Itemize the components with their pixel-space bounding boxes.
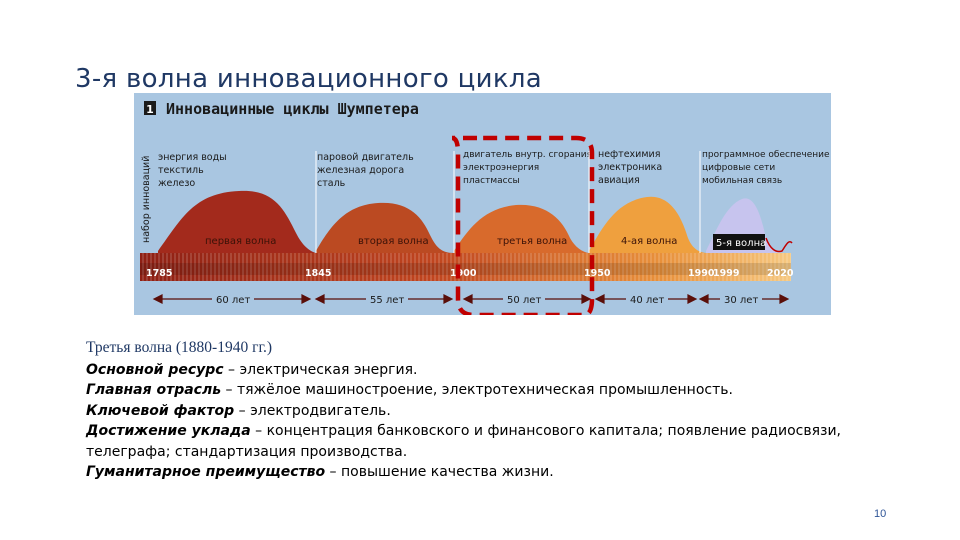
row-term: Ключевой фактор (86, 402, 235, 419)
wave-5-label-box (713, 234, 765, 250)
duration-label: 50 лет (507, 295, 541, 306)
wave-3-innovation: двигатель внутр. сгорания (463, 150, 592, 160)
figure-number-badge (144, 101, 156, 115)
wave-1-innovation: железо (158, 178, 195, 189)
svg-text:нефтехимия электроника: нефтехимия электроника авиация (598, 149, 665, 186)
duration-label: 40 лет (630, 295, 664, 306)
arrow-head (594, 294, 605, 304)
wave-4-label: 4-ая волна (621, 236, 677, 247)
wave-5-innovation: цифровые сети (702, 163, 775, 173)
year-label: 1999 (713, 268, 739, 279)
third-wave-highlight (451, 135, 595, 315)
wave-1-innovation: энергия воды (158, 152, 227, 163)
wave-2-innovation: железная дорога (317, 165, 404, 176)
wave-3-label: третья волна (497, 236, 567, 247)
row-text: – повышение качества жизни. (325, 464, 554, 480)
arrow-head (301, 294, 312, 304)
wave-3-innovation: пластмассы (463, 176, 520, 186)
arrow-head (779, 294, 790, 304)
wave-5-label: 5-я волна (716, 238, 766, 249)
wave-heading: Третья волна (1880-1940 гг.) (86, 339, 273, 356)
arrow-head (314, 294, 325, 304)
figure-number: 1 (146, 103, 154, 116)
wave-5-innovation: программное обеспечение (702, 150, 830, 160)
row-term: Главная отрасль (86, 382, 222, 398)
wave-1-label: первая волна (205, 236, 276, 247)
svg-text:двигатель внутр. сгорания: двигатель внутр. сгорания электроэнергия… (463, 150, 595, 186)
wave-2-innovation: сталь (317, 178, 346, 189)
year-label: 1785 (146, 268, 172, 279)
arrow-head (462, 294, 473, 304)
row-term: Достижение уклада (86, 423, 251, 439)
duration-label: 55 лет (370, 295, 404, 306)
row-term: Гуманитарное преимущество (86, 464, 326, 480)
arrow-head (152, 294, 163, 304)
year-label: 1845 (305, 268, 331, 279)
y-axis-label: набор инноваций (141, 156, 152, 243)
row-text: – концентрация банковского и финансового… (86, 423, 842, 460)
duration-label: 30 лет (724, 295, 758, 306)
figure-title: Инновацинные циклы Шумпетера (166, 100, 419, 118)
arrow-head (698, 294, 709, 304)
description-row: Гуманитарное преимущество – повышение ка… (86, 462, 886, 483)
innovation-cycles-figure: 1 Инновацинные циклы Шумпетера набор инн… (134, 93, 831, 315)
wave-4-innovation: электроника (598, 162, 662, 173)
svg-text:программное обеспечение: программное обеспечение цифровые сети мо… (702, 150, 831, 186)
row-text: – тяжёлое машиностроение, электротехниче… (221, 382, 733, 398)
page-number: 10 (874, 508, 887, 520)
svg-text:паровой двигатель железн: паровой двигатель железная дорога сталь (317, 152, 417, 189)
wave-3-innovation: электроэнергия (463, 163, 539, 173)
duration-label: 60 лет (216, 295, 250, 306)
wave-4-innovation: авиация (598, 175, 640, 186)
wave-3 (454, 204, 589, 253)
description-row: Основной ресурс – электрическая энергия. (86, 360, 886, 381)
description-row: Главная отрасль – тяжёлое машиностроение… (86, 380, 886, 401)
year-label: 1900 (450, 268, 477, 279)
wave-1 (158, 190, 316, 253)
row-text: – электродвигатель. (234, 402, 391, 419)
row-text: – электрическая энергия. (223, 361, 418, 378)
slide-title: 3-я волна инновационного цикла (75, 64, 543, 94)
wave-2-innovation: паровой двигатель (317, 152, 414, 163)
wave-4-innovation: нефтехимия (598, 149, 660, 160)
svg-text:энергия воды текстиль: энергия воды текстиль железо (158, 152, 230, 189)
wave-2-label: вторая волна (358, 236, 429, 247)
description-row: Достижение уклада – концентрация банковс… (86, 421, 886, 462)
arrow-head (687, 294, 698, 304)
timeline-band (140, 263, 791, 275)
year-label: 2020 (767, 268, 794, 279)
description-row: Ключевой фактор – электродвигатель. (86, 401, 886, 422)
wave-5-innovation: мобильная связь (702, 176, 782, 186)
arrow-head (581, 294, 592, 304)
wave-1-innovation: текстиль (158, 165, 204, 176)
third-wave-description: Третья волна (1880-1940 гг.) Основной ре… (86, 338, 886, 483)
arrow-head (443, 294, 454, 304)
year-label: 1950 (584, 268, 611, 279)
timeline-stripes (140, 253, 791, 281)
wave-4 (589, 196, 706, 253)
future-trend (765, 237, 793, 253)
year-label: 1990 (688, 268, 715, 279)
row-term: Основной ресурс (86, 361, 224, 378)
wave-2 (316, 202, 454, 253)
